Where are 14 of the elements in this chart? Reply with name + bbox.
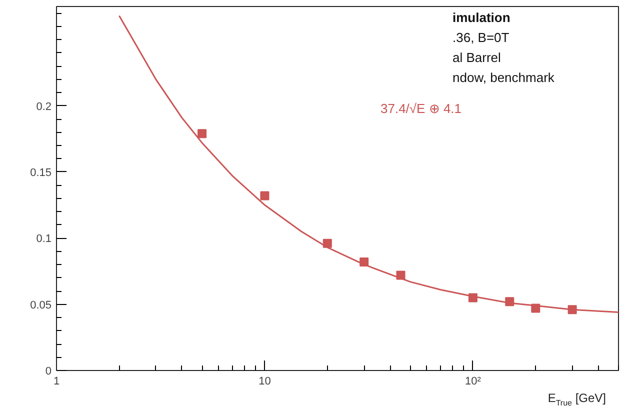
annotation: ndow, benchmark (452, 70, 555, 85)
y-tick-label: 0.15 (30, 166, 52, 179)
x-tick-label: 10 (258, 376, 271, 388)
annotation: al Barrel (452, 50, 502, 65)
annotation: 37.4/√E ⊕ 4.1 (380, 101, 462, 116)
annotation: imulation (452, 10, 510, 25)
x-tick-label: 1 (53, 376, 60, 388)
x-tick-label: 10² (465, 376, 482, 388)
y-tick-label: 0.1 (36, 233, 52, 246)
annotation: .36, B=0T (452, 30, 510, 45)
y-tick-label: 0.05 (30, 299, 52, 312)
y-tick-label: 0 (45, 366, 52, 378)
y-tick-label: 0.2 (36, 100, 52, 113)
x-axis-title: E$_{True}$ [GeV] (546, 391, 606, 408)
